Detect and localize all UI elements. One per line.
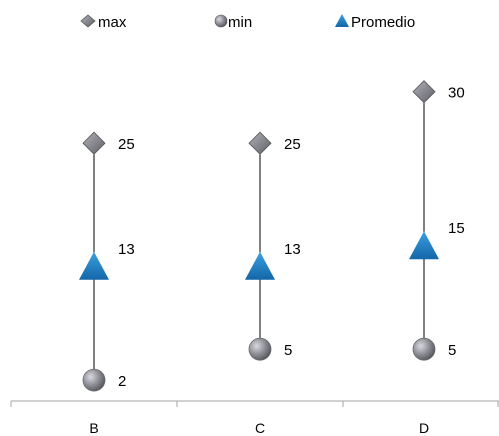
min-point: [412, 337, 436, 361]
max-data-label: 30: [448, 85, 465, 102]
legend-item-min: min: [214, 14, 252, 31]
x-tick-label: B: [89, 420, 98, 436]
min-data-label: 5: [448, 342, 456, 359]
max-point: [248, 131, 272, 155]
min-data-label: 5: [284, 342, 292, 359]
promedio-point: [245, 251, 275, 280]
max-point: [82, 131, 106, 155]
x-tick-label: D: [419, 420, 429, 436]
x-axis: [10, 400, 499, 407]
max-point: [412, 80, 436, 104]
legend-label-promedio: Promedio: [351, 14, 415, 31]
promedio-data-label: 15: [448, 220, 465, 237]
max-data-label: 25: [284, 136, 301, 153]
legend-label-max: max: [98, 14, 127, 31]
promedio-point: [409, 231, 439, 260]
legend-circle-icon: [214, 14, 228, 28]
min-point: [248, 337, 272, 361]
legend-label-min: min: [228, 14, 252, 31]
legend-diamond-icon: [80, 14, 96, 28]
promedio-point: [79, 251, 109, 280]
min-point: [82, 368, 106, 392]
legend-item-max: max: [80, 14, 127, 31]
promedio-data-label: 13: [284, 241, 301, 258]
x-tick-label: C: [255, 420, 265, 436]
legend-triangle-icon: [335, 14, 349, 27]
promedio-data-label: 13: [118, 241, 135, 258]
legend: max min Promedio: [80, 14, 415, 31]
max-data-label: 25: [118, 136, 135, 153]
min-data-label: 2: [118, 373, 126, 390]
legend-item-promedio: Promedio: [335, 14, 415, 31]
plot-area: 25 13 2 B 25 13 5 C 30 15 5 D: [79, 80, 465, 436]
